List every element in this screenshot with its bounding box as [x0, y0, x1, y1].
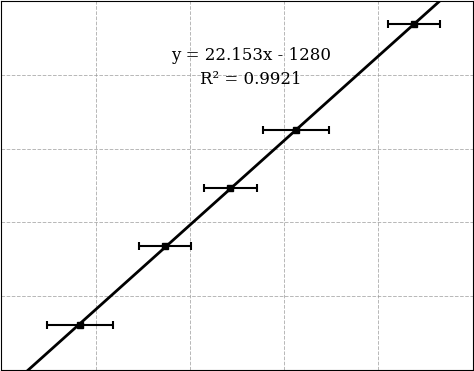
Text: y = 22.153x - 1280
R² = 0.9921: y = 22.153x - 1280 R² = 0.9921 [171, 47, 331, 88]
